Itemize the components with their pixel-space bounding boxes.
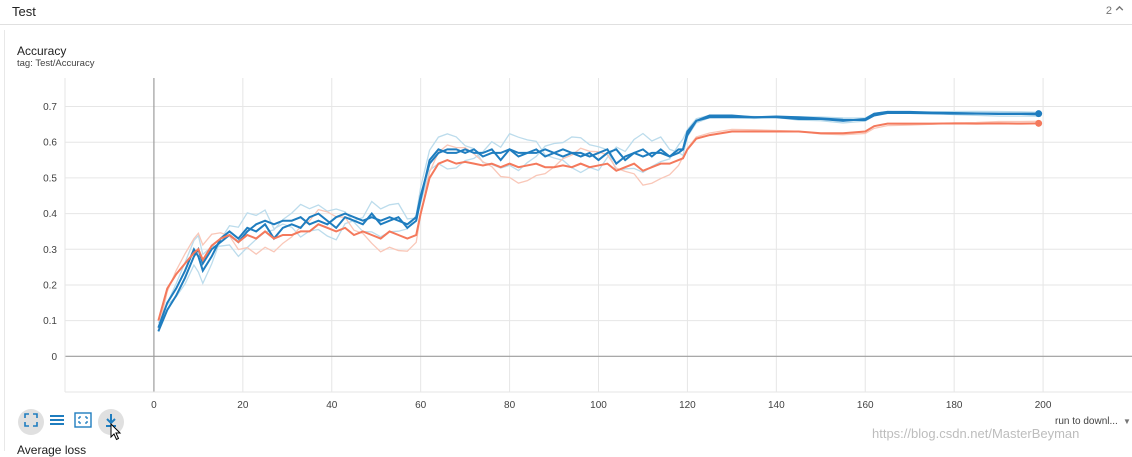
y-tick-label: 0.1	[43, 316, 57, 327]
y-tick-label: 0.6	[43, 138, 57, 149]
cursor-icon	[110, 422, 122, 446]
run-download-select[interactable]: run to downl...	[1055, 416, 1118, 427]
watermark: https://blog.csdn.net/MasterBeyman	[872, 426, 1080, 441]
card-title: Accuracy	[17, 44, 67, 58]
toggle-lines-button[interactable]	[44, 409, 70, 435]
y-tick-label: 0.2	[43, 280, 57, 291]
x-tick-label: 40	[326, 400, 338, 411]
x-tick-label: 120	[679, 400, 696, 411]
card-tag: tag: Test/Accuracy	[17, 58, 95, 69]
series-end-point	[1035, 119, 1043, 127]
y-tick-label: 0.7	[43, 102, 57, 113]
x-tick-label: 60	[415, 400, 427, 411]
fit-domain-icon	[74, 411, 92, 433]
series-line	[157, 111, 1039, 329]
caret-down-icon[interactable]: ▼	[1123, 417, 1131, 426]
y-tick-label: 0.3	[43, 245, 57, 256]
chart-card	[4, 30, 1132, 451]
fullscreen-icon	[24, 412, 38, 432]
x-tick-label: 80	[504, 400, 516, 411]
fit-domain-button[interactable]	[70, 409, 96, 435]
section-header[interactable]: Test 2	[0, 0, 1132, 25]
next-card-title: Average loss	[17, 443, 87, 457]
x-tick-label: 160	[857, 400, 874, 411]
series-line	[157, 122, 1039, 321]
y-tick-label: 0	[51, 352, 57, 363]
section-title: Test	[12, 4, 36, 19]
y-tick-label: 0.5	[43, 173, 57, 184]
y-tick-label: 0.4	[43, 209, 57, 220]
toggle-lines-icon	[49, 413, 65, 432]
fullscreen-button[interactable]	[18, 409, 44, 435]
x-tick-label: 20	[237, 400, 249, 411]
chevron-up-icon[interactable]	[1114, 3, 1126, 15]
section-count: 2	[1105, 5, 1112, 17]
x-tick-label: 100	[590, 400, 607, 411]
x-tick-label: 180	[946, 400, 963, 411]
x-tick-label: 200	[1035, 400, 1052, 411]
series-raw-line	[157, 120, 1039, 331]
x-tick-label: 0	[151, 400, 157, 411]
x-tick-label: 140	[768, 400, 785, 411]
